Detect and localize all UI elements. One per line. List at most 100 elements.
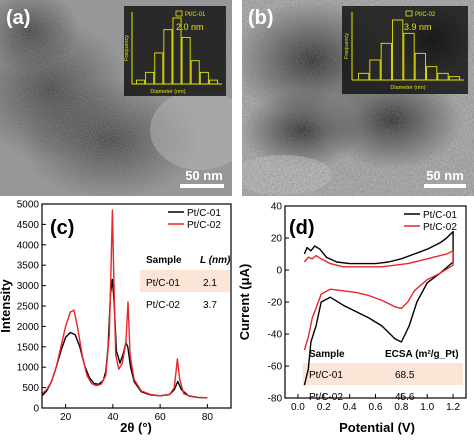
cv-table-row2-sample: Pt/C-02	[309, 392, 343, 403]
xrd-ytick-label-4: 2000	[17, 322, 40, 333]
xrd-xtick-label-2: 60	[155, 412, 167, 423]
cv-ytick-label-5: 20	[271, 234, 283, 245]
inset-histogram-a: Pt/C-01 2.0 nm Diameter (nm) Frequency	[124, 6, 226, 96]
cv-ytick-label-4: 0	[276, 266, 282, 277]
scale-bar-a	[180, 184, 224, 188]
scale-bar-label-b: 50 nm	[426, 168, 464, 183]
xrd-xtick-label-1: 40	[107, 412, 119, 423]
legend-label-pt-c-02: Pt/C-02	[187, 220, 221, 231]
histogram-bars-a	[136, 17, 218, 85]
legend-label-pt-c-01: Pt/C-01	[187, 208, 221, 219]
legend-label-pt-c-02-d: Pt/C-02	[423, 222, 457, 233]
cv-ytick-label-2: -40	[268, 330, 283, 341]
cv-xlabel: Potential (V)	[339, 420, 415, 435]
cv-xtick-label-6: 1.2	[446, 402, 460, 413]
histogram-bars-b	[358, 19, 460, 81]
xrd-ytick-label-2: 1000	[17, 363, 40, 374]
histogram-b-bar-5	[414, 52, 426, 81]
inset-xlabel-b: Diameter (nm)	[390, 85, 425, 91]
xrd-chart: 20 40 60 80 0 500 1000 1500 2000 2500 3000 3500 4000…	[0, 200, 232, 435]
xrd-xtick-label-0: 20	[60, 412, 72, 423]
xrd-ytick-label-8: 4000	[17, 240, 40, 251]
cv-chart: 0.0 0.2 0.4 0.6 0.8 1.0 1.2 -80 -60 -40 -20 0 20 40 (…	[237, 202, 467, 435]
xrd-table-row1-sample: Pt/C-01	[146, 278, 180, 289]
cv-ytick-label-3: -20	[268, 298, 283, 309]
histogram-b-bar-8	[448, 76, 460, 81]
xrd-ytick-label-3: 1500	[17, 342, 40, 353]
cv-xtick-label-0: 0.0	[291, 402, 305, 413]
xrd-ytick-label-7: 3500	[17, 261, 40, 272]
xrd-axes: 20 40 60 80 0 500 1000 1500 2000 2500 3000 3500 4000…	[17, 200, 214, 424]
cv-chart-panel: 0.0 0.2 0.4 0.6 0.8 1.0 1.2 -80 -60 -40 -20 0 20 40 (…	[237, 200, 474, 436]
histogram-a-bar-3	[163, 29, 173, 85]
xrd-chart-panel: 20 40 60 80 0 500 1000 1500 2000 2500 3000 3500 4000…	[0, 200, 237, 436]
xrd-table-header-sample: Sample	[146, 255, 182, 266]
histogram-b-bar-3	[392, 19, 404, 81]
histogram-b-bar-4	[403, 32, 415, 81]
cv-ylabel: Current (μA)	[237, 264, 252, 341]
cv-table-row1-value: 68.5	[395, 370, 415, 381]
inset-xlabel-a: Diameter (nm)	[150, 89, 185, 95]
xrd-ytick-label-5: 2500	[17, 302, 40, 313]
xrd-table-header-l: L (nm)	[200, 255, 231, 266]
xrd-ytick-label-0: 0	[33, 404, 39, 415]
cv-table-header-sample: Sample	[309, 349, 345, 360]
cv-plot-frame	[284, 205, 467, 399]
cv-ytick-label-0: -80	[268, 394, 283, 405]
inset-ylabel-a: Frequency	[124, 35, 130, 61]
cv-ytick-label-1: -60	[268, 362, 283, 373]
cv-xtick-label-4: 0.8	[394, 402, 408, 413]
histogram-b-bar-1	[369, 59, 381, 81]
xrd-xtick-label-3: 80	[202, 412, 214, 423]
xrd-table-highlight	[140, 270, 230, 292]
cv-legend: Pt/C-01 Pt/C-02	[404, 210, 457, 233]
histogram-a-bar-4	[172, 17, 182, 85]
cv-table-row2-value: 45.6	[395, 392, 415, 403]
legend-label-pt-c-01-d: Pt/C-01	[423, 210, 457, 221]
histogram-a-bar-2	[154, 52, 164, 85]
panel-d-letter: (d)	[289, 217, 315, 239]
histogram-b-bar-0	[358, 72, 370, 81]
inset-legend-b: Pt/C-02	[415, 12, 436, 18]
histogram-b-bar-2	[380, 42, 392, 81]
inset-mean-b: 3.9 nm	[404, 22, 432, 32]
xrd-plot-frame	[41, 203, 232, 409]
histogram-b-bar-6	[426, 66, 438, 81]
xrd-ytick-label-10: 5000	[17, 200, 40, 211]
scale-bar-b	[424, 184, 466, 188]
histogram-a-bar-7	[199, 71, 209, 85]
xrd-ylabel: Intensity	[0, 279, 13, 333]
histogram-a-bar-5	[181, 36, 191, 85]
tem-panel-b: (b) 50 nm Pt/C-02 3.9 nm Diameter (nm) F…	[232, 0, 474, 196]
histogram-a-bar-0	[136, 79, 146, 85]
xrd-ytick-label-6: 3000	[17, 281, 40, 292]
tem-image-b: (b) 50 nm Pt/C-02 3.9 nm Diameter (nm) F…	[232, 0, 474, 196]
cv-xtick-label-3: 0.6	[369, 402, 383, 413]
histogram-b-bar-7	[437, 72, 449, 81]
xrd-table-row2-value: 3.7	[203, 300, 217, 311]
cv-table-header-ecsa: ECSA (m²/g_Pt)	[385, 349, 459, 360]
cv-table-highlight	[303, 363, 463, 385]
xrd-series	[41, 209, 208, 399]
panel-a-letter: (a)	[6, 7, 30, 29]
xrd-xlabel: 2θ (°)	[120, 420, 152, 435]
cv-table: Sample ECSA (m²/g_Pt) Pt/C-01 68.5 Pt/C-…	[309, 349, 459, 403]
inset-mean-a: 2.0 nm	[176, 22, 204, 32]
xrd-table: Sample L (nm) Pt/C-01 2.1 Pt/C-02 3.7	[146, 255, 231, 311]
inset-legend-a: Pt/C-01	[185, 12, 206, 18]
cv-table-row1-sample: Pt/C-01	[309, 370, 343, 381]
inset-histogram-b: Pt/C-02 3.9 nm Diameter (nm) Frequency	[342, 6, 468, 94]
cv-xtick-label-1: 0.2	[317, 402, 331, 413]
xrd-table-row1-value: 2.1	[203, 278, 217, 289]
scale-bar-label-a: 50 nm	[185, 168, 223, 183]
xrd-table-row2-sample: Pt/C-02	[146, 300, 180, 311]
cv-series	[303, 230, 454, 386]
histogram-a-bar-1	[145, 71, 155, 85]
xrd-legend: Pt/C-01 Pt/C-02	[168, 208, 221, 231]
tem-panel-a: (a) 50 nm Pt/C-01 2.0 nm Diameter (nm) F…	[0, 0, 250, 200]
cv-ytick-label-6: 40	[271, 202, 283, 213]
histogram-a-bar-6	[190, 60, 200, 85]
xrd-ytick-label-9: 4500	[17, 220, 40, 231]
cv-xtick-label-2: 0.4	[343, 402, 357, 413]
tem-image-a: (a) 50 nm Pt/C-01 2.0 nm Diameter (nm) F…	[0, 0, 250, 200]
